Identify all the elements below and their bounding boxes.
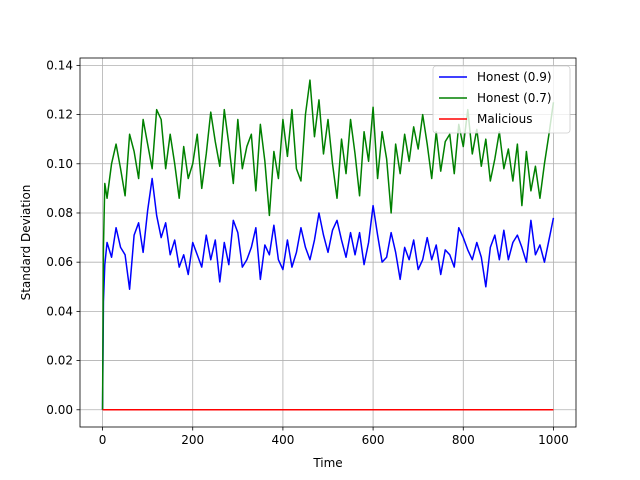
y-tick-label: 0.02	[46, 354, 73, 368]
y-tick-label: 0.14	[46, 58, 73, 72]
x-tick-label: 200	[181, 433, 204, 447]
y-tick-label: 0.10	[46, 157, 73, 171]
legend-box	[432, 65, 571, 134]
y-tick-label: 0.06	[46, 255, 73, 269]
x-tick-label: 600	[362, 433, 385, 447]
legend: Honest (0.9) Honest (0.7) Malicious	[432, 65, 571, 134]
series-line-0	[101, 177, 555, 410]
x-tick-label: 800	[452, 433, 475, 447]
y-axis-label: Standard Deviation	[19, 185, 33, 301]
x-axis-label: Time	[312, 456, 342, 470]
legend-label: Honest (0.9)	[477, 70, 552, 84]
y-tick-label: 0.00	[46, 403, 73, 417]
y-tick-label: 0.08	[46, 206, 73, 220]
plot-frame	[79, 57, 577, 428]
y-tick-label: 0.04	[46, 304, 73, 318]
x-tick-label: 1000	[538, 433, 569, 447]
x-tick-label: 0	[99, 433, 107, 447]
legend-label: Honest (0.7)	[477, 91, 552, 105]
axis-ticks: 0 200 400 600 800 1000 0.00 0.02 0.04 0.06 0.08 0.1…	[46, 58, 568, 447]
x-tick-label: 400	[271, 433, 294, 447]
y-tick-label: 0.12	[46, 108, 73, 122]
legend-label: Malicious	[477, 112, 533, 126]
